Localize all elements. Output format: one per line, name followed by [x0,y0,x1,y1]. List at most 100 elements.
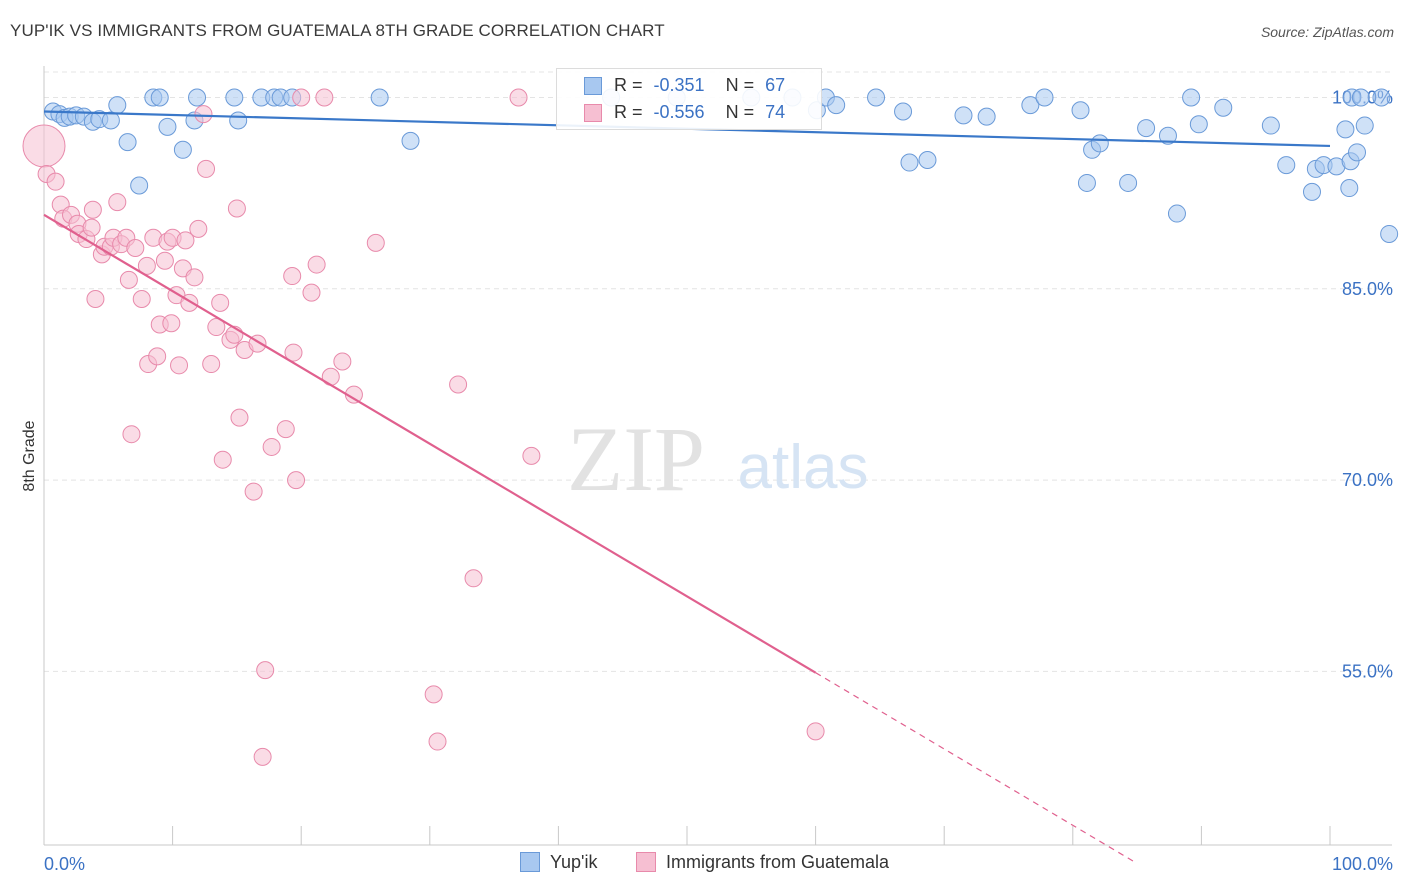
yupik-point [1355,116,1374,135]
guatemala-point [428,732,447,751]
guatemala-point [287,471,306,490]
bottom-legend-yupik: Yup'ik [520,852,597,873]
guatemala-point [108,193,127,212]
bottom-legend-guatemala: Immigrants from Guatemala [636,852,889,873]
yupik-point [827,96,846,115]
yupik-point [1372,88,1391,107]
guatemala-point [197,159,216,178]
legend-label: Immigrants from Guatemala [666,852,890,872]
yupik-point [1077,173,1096,192]
watermark-zip: ZIP [567,408,705,510]
guatemala-point [194,105,213,124]
yupik-point [1167,204,1186,223]
yupik-point [1380,224,1399,243]
x-tick-label: 0.0% [44,854,85,874]
yupik-point [188,88,207,107]
yupik-point [900,153,919,172]
y-tick-label: 70.0% [1342,470,1393,490]
yupik-point [229,111,248,130]
guatemala-point [202,355,221,374]
guatemala-point [211,293,230,312]
yupik-point [1336,120,1355,139]
guatemala-point [82,218,101,237]
guatemala-point [253,747,272,766]
n-label: N = [725,102,755,122]
r-value: -0.351 [653,75,705,95]
guatemala-point [424,685,443,704]
yupik-point [1021,96,1040,115]
yupik-point [370,88,389,107]
guatemala-point [83,200,102,219]
guatemala-point [137,256,156,275]
guatemala-point [189,219,208,238]
yupik-point [118,133,137,152]
guatemala-point [86,290,105,309]
guatemala-point [148,347,167,366]
yupik-point [150,88,169,107]
r-value: -0.556 [653,102,705,122]
yupik-point [1189,115,1208,134]
guatemala-point [170,356,189,375]
guatemala-point [262,437,281,456]
yupik-point [1119,173,1138,192]
guatemala-point [464,569,483,588]
guatemala-point [276,420,295,439]
yupik-point [1348,143,1367,162]
n-value: 67 [765,75,786,95]
guatemala-point [449,375,468,394]
guatemala-point [22,124,66,168]
n-label: N = [725,75,755,95]
guatemala-point [122,425,141,444]
guatemala-point [227,199,246,218]
x-tick-label: 100.0% [1332,854,1393,874]
guatemala-point [185,268,204,287]
yupik-point [1351,88,1370,107]
yupik-point [1277,156,1296,175]
guatemala-trend-line [43,213,817,674]
guatemala-point [307,255,326,274]
legend-swatch [636,852,656,872]
guatemala-point [244,482,263,501]
guatemala-point [315,88,334,107]
yupik-point [918,150,937,169]
guatemala-point [333,352,352,371]
yupik-point [130,176,149,195]
guatemala-point [806,722,825,741]
guatemala-point [509,88,528,107]
yupik-point [894,102,913,121]
watermark-atlas: atlas [738,433,869,502]
guatemala-point [126,238,145,257]
guatemala-point [292,88,311,107]
legend-text-yupik: R = -0.351 N = 67 [614,75,785,96]
guatemala-point [213,450,232,469]
yupik-point [1090,134,1109,153]
yupik-point [1158,126,1177,145]
guatemala-point [321,367,340,386]
guatemala-point [132,290,151,309]
yupik-point [173,140,192,159]
y-axis-title: 8th Grade [21,420,38,491]
guatemala-point [176,231,195,250]
yupik-point [1035,88,1054,107]
legend-swatch [520,852,540,872]
guatemala-point [283,267,302,286]
source-label: Source: ZipAtlas.com [1260,24,1394,40]
yupik-point [225,88,244,107]
legend-text-guatemala: R = -0.556 N = 74 [614,102,785,123]
yupik-point [977,107,996,126]
yupik-point [1261,116,1280,135]
legend-label: Yup'ik [550,852,598,872]
yupik-point [1340,179,1359,198]
chart-title: YUP'IK VS IMMIGRANTS FROM GUATEMALA 8TH … [10,21,665,40]
legend-swatch-yupik [584,77,602,95]
yupik-point [101,111,120,130]
guatemala-point [230,408,249,427]
y-tick-label: 55.0% [1342,661,1393,681]
yupik-point [1137,119,1156,138]
yupik-point [158,117,177,136]
correlation-legend: R = -0.351 N = 67 R = -0.556 N = 74 [556,68,822,130]
yupik-point [1071,101,1090,120]
yupik-point [108,96,127,115]
yupik-point [401,131,420,150]
